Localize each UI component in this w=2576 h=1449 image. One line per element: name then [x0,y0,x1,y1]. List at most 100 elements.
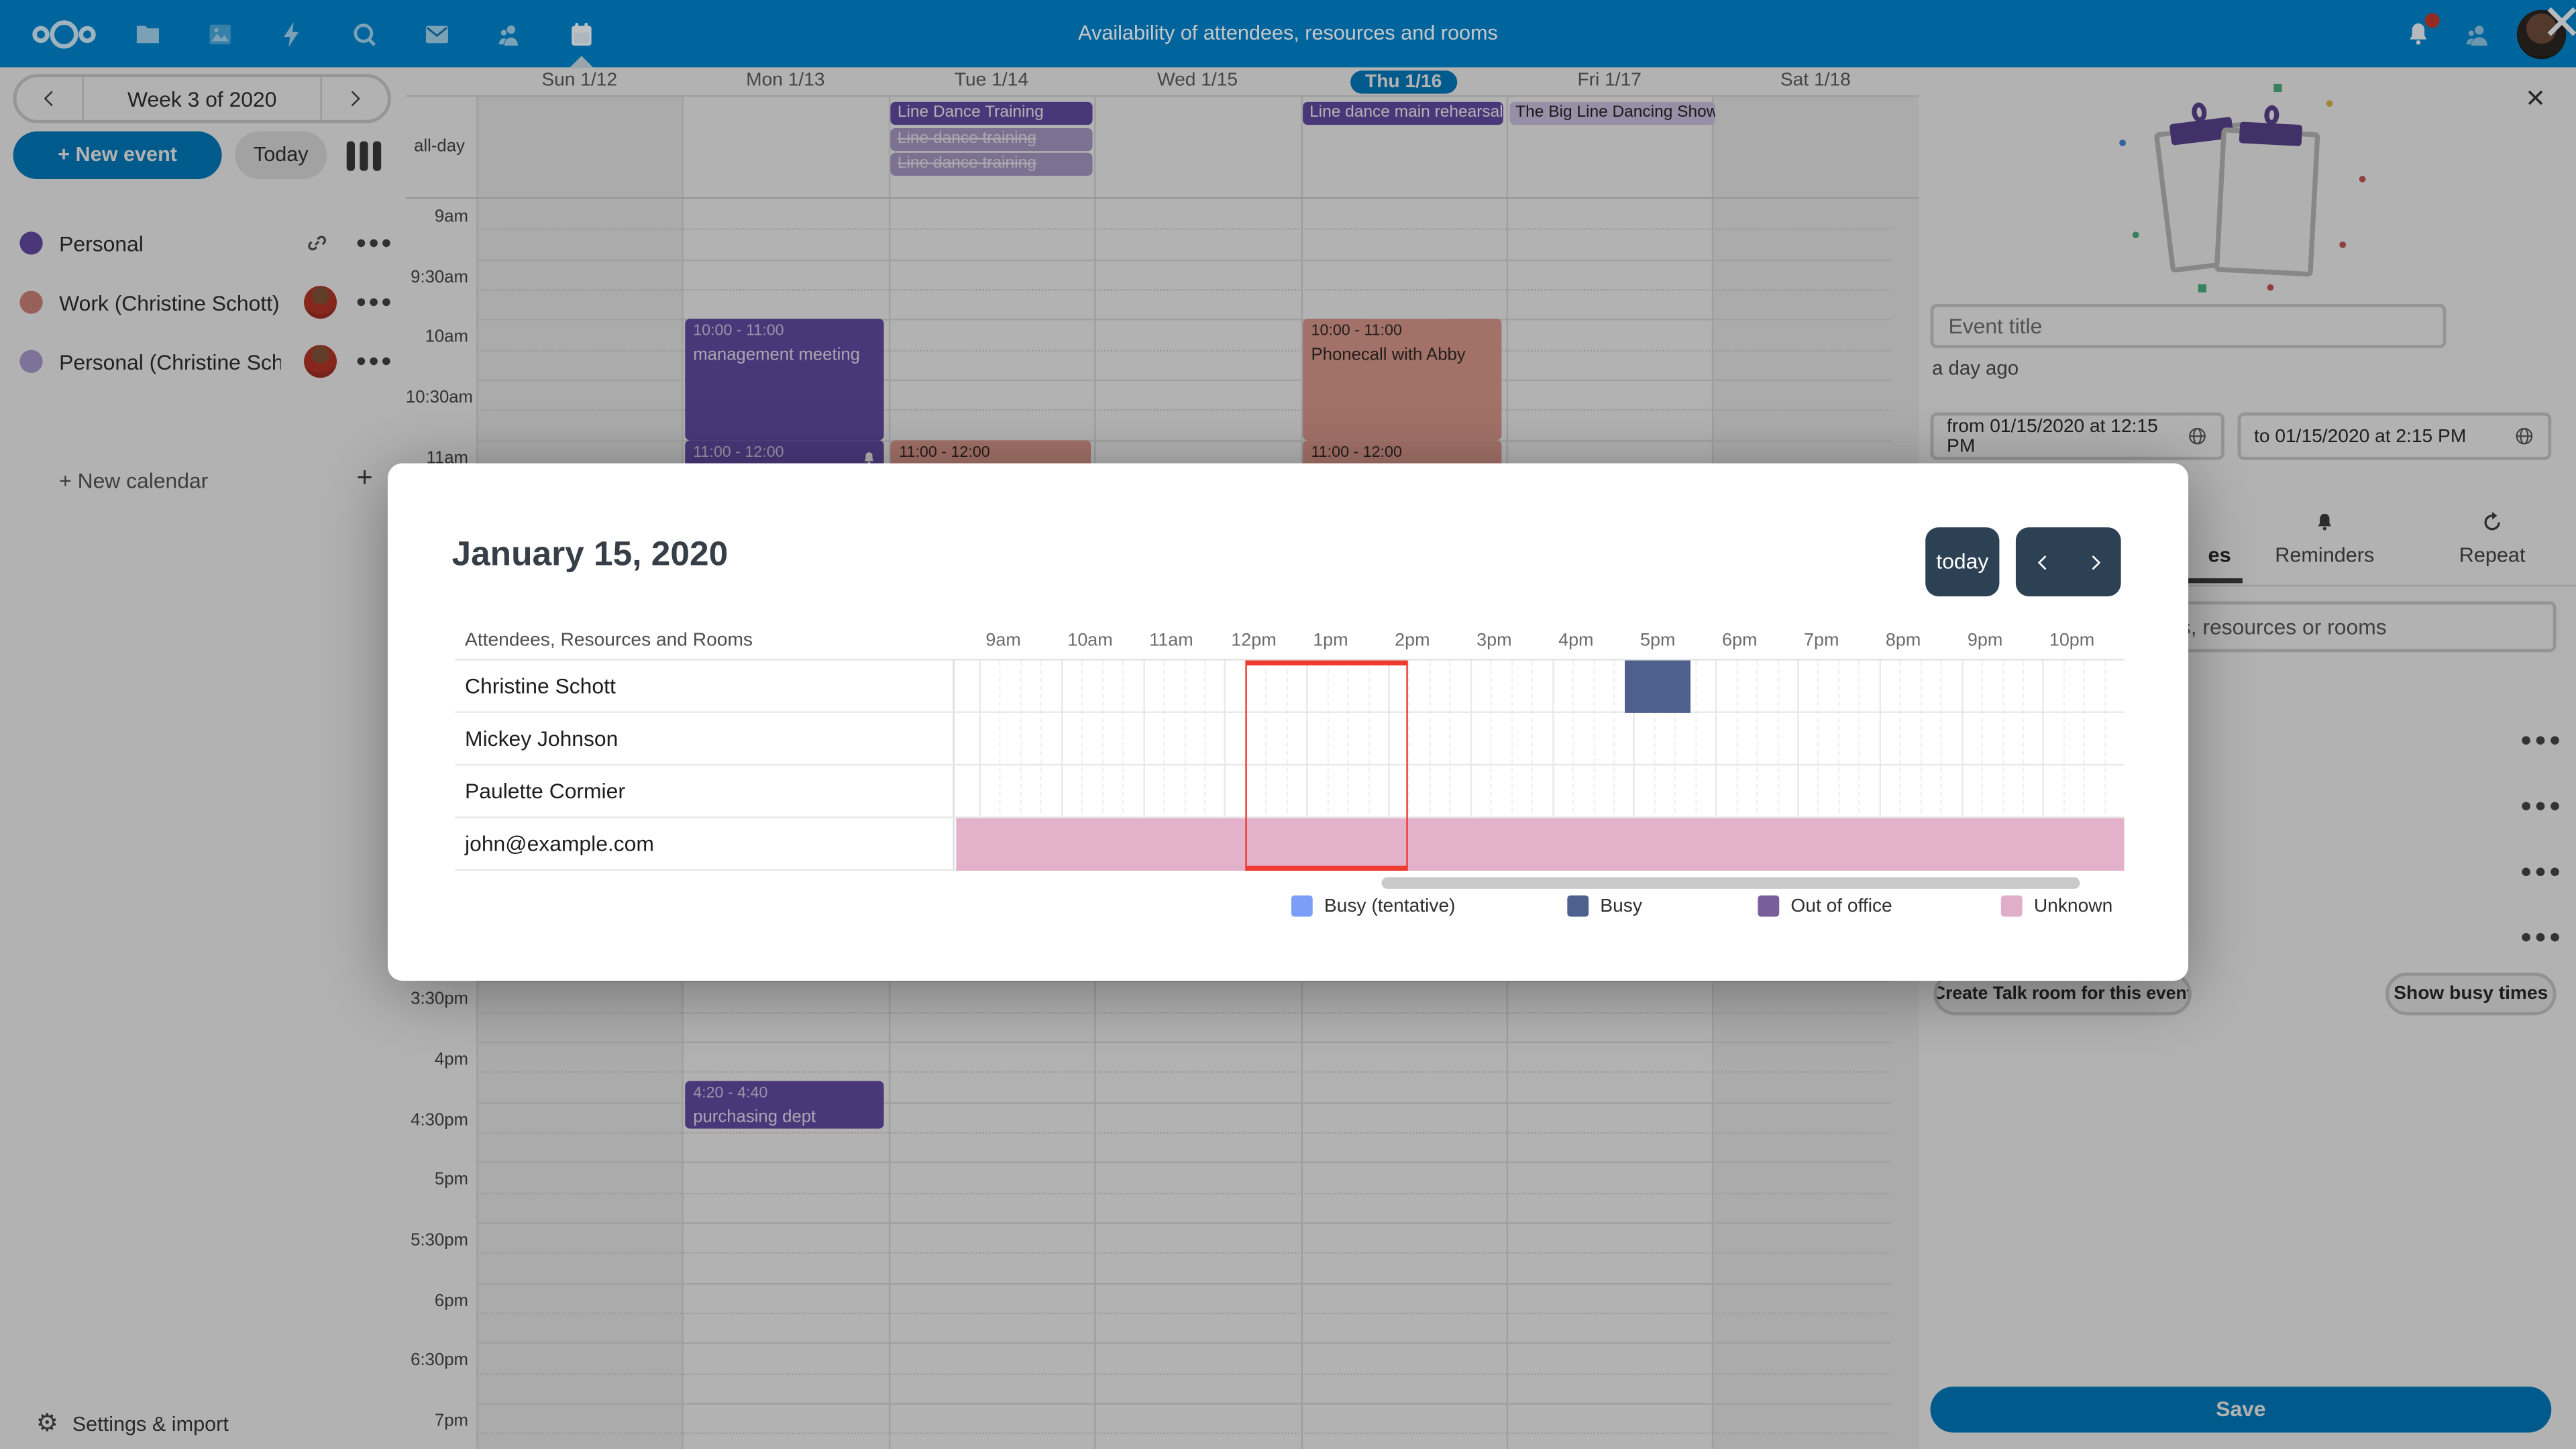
grid-line [476,1162,1891,1164]
grid-line [2063,660,2065,871]
all-day-event[interactable]: The Big Line Dancing Show [1509,101,1715,125]
all-day-cell[interactable] [682,97,888,197]
active-day-pill: Thu 1/16 [1350,70,1457,94]
nextcloud-logo-icon[interactable] [16,0,111,67]
all-day-event[interactable]: Line dance training [891,152,1092,176]
close-sidebar-icon[interactable]: ✕ [2525,85,2546,113]
attendee-search-input[interactable]: s, resources or rooms [1940,601,2557,653]
grid-line [1306,660,1308,871]
divider [320,77,323,120]
search-icon[interactable] [329,0,401,67]
attendee-menu-icon[interactable]: ●●● [2520,924,2564,949]
photos-icon[interactable] [184,0,256,67]
grid-line [1388,660,1390,871]
mail-icon[interactable] [401,0,474,67]
contacts-menu-icon[interactable] [2458,14,2498,54]
calendar-icon[interactable] [545,0,618,68]
availability-grid[interactable]: Christine Schott Mickey Johnson Paulette C… [455,659,2125,871]
to-datetime-input[interactable]: to 01/15/2020 at 2:15 PM [2237,412,2552,460]
day-header[interactable]: Mon 1/13 [746,70,825,91]
grid-line [1817,660,1820,871]
grid-line [476,1373,1891,1375]
table-row[interactable]: Christine Schott [455,660,2125,713]
modal-today-button[interactable]: today [1925,527,2000,596]
event-time: 10:00 - 11:00 [1311,322,1402,341]
table-row[interactable]: Mickey Johnson [455,713,2125,766]
timezone-globe-icon[interactable] [2514,425,2535,447]
busy-block [1625,660,1691,713]
event-title-input[interactable]: Event title [1930,304,2447,349]
all-day-cell[interactable] [476,97,683,197]
table-row[interactable]: Paulette Cormier [455,765,2125,818]
calendar-event[interactable]: 10:00 - 11:00 management meeting [684,319,885,440]
all-day-cell[interactable] [1094,97,1300,197]
notifications-bell-icon[interactable] [2399,12,2440,54]
next-week-button[interactable] [322,77,388,120]
save-button[interactable]: Save [1930,1386,2552,1433]
calendar-menu-icon[interactable]: ●●● [356,233,394,254]
calendar-menu-icon[interactable]: ●●● [356,352,394,372]
all-day-cell[interactable] [1506,97,1713,197]
attendee-menu-icon[interactable]: ●●● [2520,859,2564,883]
all-day-cell[interactable] [1712,97,1919,197]
share-link-icon[interactable] [299,225,335,262]
table-row[interactable]: john@example.com [455,818,2125,871]
calendar-event[interactable]: 10:00 - 11:00 Phonecall with Abby [1303,319,1503,440]
all-day-cell[interactable] [1300,97,1507,197]
all-day-event[interactable]: Line Dance Training [891,101,1092,125]
close-icon[interactable]: ✕ [2541,0,2576,48]
from-datetime-input[interactable]: from 01/15/2020 at 12:15 PM [1930,412,2224,460]
contacts-icon[interactable] [473,0,545,67]
avatar[interactable]: ✕ [2516,0,2576,58]
settings-import-button[interactable]: ⚙ Settings & import [0,1401,406,1449]
prev-day-button[interactable] [2033,553,2051,571]
calendar-menu-icon[interactable]: ●●● [356,292,394,313]
event-time: 11:00 - 12:00 [899,443,990,462]
attendee-menu-icon[interactable]: ●●● [2520,727,2564,751]
timezone-globe-icon[interactable] [2187,425,2208,447]
tab-label: es [2208,543,2231,567]
day-header[interactable]: Fri 1/17 [1577,70,1642,91]
day-header[interactable]: Sat 1/18 [1780,70,1851,91]
week-label[interactable]: Week 3 of 2020 [127,86,277,111]
prev-week-button[interactable] [16,77,82,120]
today-button[interactable]: Today [235,131,327,179]
grid-line [1142,660,1144,871]
day-header[interactable]: Thu 1/16 [1301,70,1507,99]
all-day-event[interactable]: Line dance training [891,127,1092,151]
new-event-button[interactable]: + New event [13,131,222,179]
next-day-button[interactable] [2086,553,2104,571]
show-busy-times-button[interactable]: Show busy times [2385,972,2557,1016]
tab-attendees[interactable]: es [2149,511,2290,567]
grid-line [979,660,981,871]
attendee-menu-icon[interactable]: ●●● [2520,793,2564,817]
grid-line [1552,660,1554,871]
calendar-event[interactable]: 4:20 - 4:40 purchasing dept [684,1081,885,1129]
files-icon[interactable] [112,0,184,67]
calendar-list-item[interactable]: Work (Christine Schott) ●●● [0,273,406,332]
calendar-list-item[interactable]: Personal (Christine Scho...) ●●● [0,332,406,391]
calendar-list-item[interactable]: Personal ●●● [0,213,406,272]
grid-line [476,1132,1891,1134]
day-header[interactable]: Wed 1/15 [1157,70,1238,91]
day-header[interactable]: Sun 1/12 [541,70,618,91]
grid-line [1613,660,1615,871]
tab-reminders[interactable]: Reminders [2254,511,2396,567]
notification-badge [2424,12,2440,28]
grid-line [1040,660,1042,871]
time-label: 6pm [434,1291,468,1311]
left-sidebar: Week 3 of 2020 + New event Today Persona… [0,67,406,1449]
tab-repeat[interactable]: Repeat [2422,511,2563,567]
view-switcher-icon[interactable] [343,136,383,176]
new-calendar-button[interactable]: + New calendar + [0,457,406,506]
day-header[interactable]: Tue 1/14 [954,70,1028,91]
all-day-cell[interactable] [888,97,1094,197]
grid-line [1920,660,1922,871]
availability-modal: January 15, 2020 today Attendees, Resour… [387,463,2189,981]
all-day-event[interactable]: Line dance main rehearsal [1303,101,1505,125]
time-label: 4:30pm [411,1110,468,1130]
grid-line [1122,660,1124,871]
grid-line [1061,660,1063,871]
horizontal-scrollbar[interactable] [1381,877,2080,889]
activity-icon[interactable] [256,0,329,67]
